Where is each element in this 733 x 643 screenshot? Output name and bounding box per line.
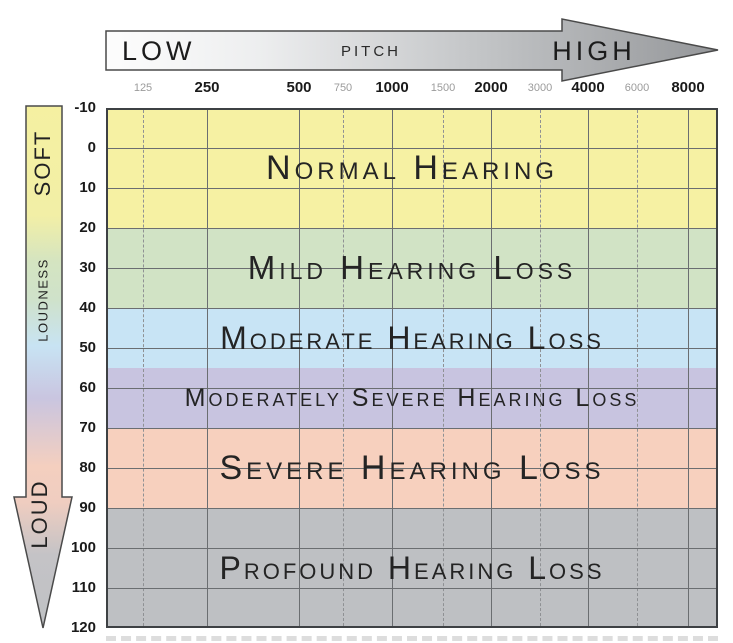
gridline-40db: [108, 308, 716, 309]
gridline-500: [299, 110, 300, 626]
band-normal-hearing: [108, 110, 716, 228]
gridline-70db: [108, 428, 716, 429]
gridline-20db: [108, 228, 716, 229]
gridline-125: [143, 110, 144, 626]
band-label-profound-hearing-loss: Profound Hearing Loss: [219, 550, 605, 586]
band-moderate-hearing-loss: [108, 308, 716, 368]
freq-tick-250: 250: [194, 79, 220, 96]
band-label-moderately-severe-hearing-loss: Moderately Severe Hearing Loss: [184, 384, 640, 412]
loudness-arrow-icon: [13, 105, 73, 629]
db-tick-20: 20: [79, 219, 96, 236]
freq-tick-125: 125: [133, 82, 153, 94]
freq-tick-3000: 3000: [527, 82, 553, 94]
freq-tick-1000: 1000: [375, 79, 409, 96]
db-tick-100: 100: [70, 539, 96, 556]
gridline-90db: [108, 508, 716, 509]
db-tick-30: 30: [79, 259, 96, 276]
gridline-30db: [108, 268, 716, 269]
pitch-low-label: LOW: [122, 36, 196, 66]
gridline-10db: [108, 188, 716, 189]
band-profound-hearing-loss: [108, 508, 716, 626]
db-tick-60: 60: [79, 379, 96, 396]
db-tick-120: 120: [70, 619, 96, 636]
db-tick-40: 40: [79, 299, 96, 316]
bottom-divider: [106, 636, 718, 641]
db-tick-80: 80: [79, 459, 96, 476]
gridline-0db: [108, 148, 716, 149]
pitch-arrow-icon: [105, 18, 719, 82]
freq-tick-2000: 2000: [474, 79, 508, 96]
band-moderately-severe-hearing-loss: [108, 368, 716, 428]
db-tick-0: 0: [87, 139, 96, 156]
freq-tick-4000: 4000: [571, 79, 605, 96]
db-tick-50: 50: [79, 339, 96, 356]
freq-tick-6000: 6000: [624, 82, 650, 94]
gridline-1000: [392, 110, 393, 626]
db-tick-110: 110: [71, 579, 96, 596]
gridline-2000: [491, 110, 492, 626]
gridline-250: [207, 110, 208, 626]
pitch-high-label: HIGH: [552, 36, 636, 66]
gridline-750: [343, 110, 344, 626]
db-tick-90: 90: [79, 499, 96, 516]
gridline-1500: [443, 110, 444, 626]
freq-tick-8000: 8000: [671, 79, 705, 96]
gridline-4000: [588, 110, 589, 626]
band-label-normal-hearing: Normal Hearing: [266, 149, 558, 187]
db-tick-70: 70: [79, 419, 96, 436]
gridline-80db: [108, 468, 716, 469]
freq-tick-1500: 1500: [430, 82, 456, 94]
band-label-mild-hearing-loss: Mild Hearing Loss: [247, 249, 577, 286]
gridline-50db: [108, 348, 716, 349]
freq-tick-750: 750: [333, 82, 353, 94]
gridline-8000: [688, 110, 689, 626]
gridline-110db: [108, 588, 716, 589]
band-label-severe-hearing-loss: Severe Hearing Loss: [219, 449, 605, 487]
band-label-moderate-hearing-loss: Moderate Hearing Loss: [220, 320, 604, 356]
db-tick-10: 10: [79, 179, 96, 196]
gridline-100db: [108, 548, 716, 549]
db-tick-minus10: -10: [74, 99, 96, 116]
freq-tick-500: 500: [286, 79, 312, 96]
gridline-3000: [540, 110, 541, 626]
pitch-axis-label: PITCH: [341, 43, 401, 60]
plot-area: Normal Hearing Mild Hearing Loss Moderat…: [106, 108, 718, 628]
gridline-60db: [108, 388, 716, 389]
gridline-6000: [637, 110, 638, 626]
